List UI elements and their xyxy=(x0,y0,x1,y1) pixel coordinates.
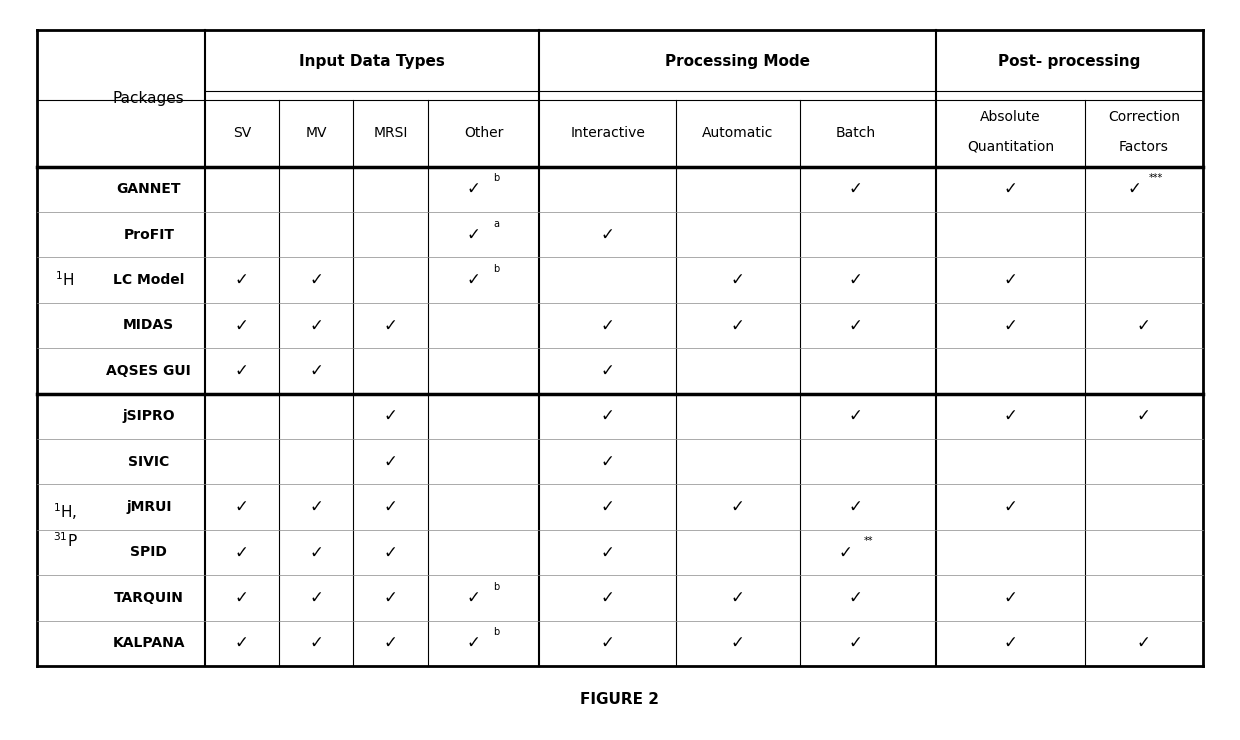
Text: b: b xyxy=(492,582,500,592)
Text: ✓: ✓ xyxy=(309,589,324,607)
Text: ✓: ✓ xyxy=(234,543,249,562)
Text: ✓: ✓ xyxy=(600,634,615,652)
Text: ✓: ✓ xyxy=(600,317,615,334)
Text: Automatic: Automatic xyxy=(702,127,774,140)
Text: ✓: ✓ xyxy=(466,634,481,652)
Text: ✓: ✓ xyxy=(1003,634,1018,652)
Text: Post- processing: Post- processing xyxy=(998,53,1141,69)
Text: ✓: ✓ xyxy=(234,317,249,334)
Text: ✓: ✓ xyxy=(1137,634,1151,652)
Text: ✓: ✓ xyxy=(730,271,745,289)
Text: ✓: ✓ xyxy=(838,543,853,562)
Text: ✓: ✓ xyxy=(309,634,324,652)
Text: ✓: ✓ xyxy=(1127,181,1141,198)
Text: FIGURE 2: FIGURE 2 xyxy=(580,692,660,707)
Text: ✓: ✓ xyxy=(1003,181,1018,198)
Text: Other: Other xyxy=(464,127,503,140)
Text: ✓: ✓ xyxy=(309,362,324,380)
Text: AQSES GUI: AQSES GUI xyxy=(107,364,191,378)
Text: ✓: ✓ xyxy=(848,407,863,426)
Text: ✓: ✓ xyxy=(234,589,249,607)
Text: ✓: ✓ xyxy=(383,317,398,334)
Text: ✓: ✓ xyxy=(600,226,615,243)
Text: ✓: ✓ xyxy=(309,271,324,289)
Text: Factors: Factors xyxy=(1118,140,1169,153)
Text: ✓: ✓ xyxy=(1003,317,1018,334)
Text: ✓: ✓ xyxy=(848,589,863,607)
Text: a: a xyxy=(494,218,498,229)
Text: ✓: ✓ xyxy=(309,543,324,562)
Text: ✓: ✓ xyxy=(1003,407,1018,426)
Text: ✓: ✓ xyxy=(848,634,863,652)
Text: ✓: ✓ xyxy=(466,589,481,607)
Text: ✓: ✓ xyxy=(848,498,863,516)
Text: SV: SV xyxy=(233,127,250,140)
Text: ✓: ✓ xyxy=(1003,498,1018,516)
Text: $^{1}$H: $^{1}$H xyxy=(56,271,74,289)
Text: MIDAS: MIDAS xyxy=(123,318,175,332)
Text: jMRUI: jMRUI xyxy=(126,500,171,514)
Text: ✓: ✓ xyxy=(600,589,615,607)
Text: ✓: ✓ xyxy=(383,634,398,652)
Text: ✓: ✓ xyxy=(1003,271,1018,289)
Text: ✓: ✓ xyxy=(234,271,249,289)
Text: ✓: ✓ xyxy=(309,498,324,516)
Text: ✓: ✓ xyxy=(730,589,745,607)
Text: jSIPRO: jSIPRO xyxy=(123,409,175,423)
Text: ✓: ✓ xyxy=(600,362,615,380)
Text: ✓: ✓ xyxy=(848,181,863,198)
Text: ✓: ✓ xyxy=(1003,589,1018,607)
Text: **: ** xyxy=(863,536,873,546)
Text: ✓: ✓ xyxy=(466,271,481,289)
Text: Batch: Batch xyxy=(836,127,875,140)
Text: Correction: Correction xyxy=(1107,110,1180,124)
Text: SPID: SPID xyxy=(130,545,167,559)
Text: ✓: ✓ xyxy=(383,498,398,516)
Text: Interactive: Interactive xyxy=(570,127,645,140)
Text: ✓: ✓ xyxy=(600,498,615,516)
Text: ✓: ✓ xyxy=(1137,407,1151,426)
Text: ✓: ✓ xyxy=(383,589,398,607)
Text: ✓: ✓ xyxy=(730,498,745,516)
Text: Processing Mode: Processing Mode xyxy=(666,53,810,69)
Text: ✓: ✓ xyxy=(600,543,615,562)
Text: b: b xyxy=(492,173,500,183)
Text: ✓: ✓ xyxy=(730,634,745,652)
Text: ✓: ✓ xyxy=(234,498,249,516)
Text: ✓: ✓ xyxy=(466,226,481,243)
Text: ✓: ✓ xyxy=(848,271,863,289)
Text: Input Data Types: Input Data Types xyxy=(299,53,445,69)
Text: ✓: ✓ xyxy=(600,453,615,471)
Text: ✓: ✓ xyxy=(234,362,249,380)
Text: GANNET: GANNET xyxy=(117,182,181,196)
Text: ✓: ✓ xyxy=(1137,317,1151,334)
Text: Absolute: Absolute xyxy=(981,110,1040,124)
Text: ✓: ✓ xyxy=(848,317,863,334)
Text: ✓: ✓ xyxy=(309,317,324,334)
Text: b: b xyxy=(492,628,500,637)
Text: $^{1}$H,: $^{1}$H, xyxy=(53,501,77,522)
Text: b: b xyxy=(492,264,500,274)
Text: ✓: ✓ xyxy=(600,407,615,426)
Text: Packages: Packages xyxy=(113,90,185,106)
Text: ✓: ✓ xyxy=(234,634,249,652)
Text: $^{31}$P: $^{31}$P xyxy=(52,531,78,551)
Text: MRSI: MRSI xyxy=(373,127,408,140)
Text: KALPANA: KALPANA xyxy=(113,636,185,650)
Text: LC Model: LC Model xyxy=(113,273,185,287)
Text: Quantitation: Quantitation xyxy=(967,140,1054,153)
Text: ✓: ✓ xyxy=(383,543,398,562)
Text: ✓: ✓ xyxy=(383,453,398,471)
Text: ProFIT: ProFIT xyxy=(123,228,175,242)
Text: MV: MV xyxy=(305,127,327,140)
Text: ✓: ✓ xyxy=(730,317,745,334)
Text: ✓: ✓ xyxy=(383,407,398,426)
Text: SIVIC: SIVIC xyxy=(128,454,170,468)
Text: TARQUIN: TARQUIN xyxy=(114,591,184,605)
Text: ***: *** xyxy=(1149,173,1163,183)
Text: ✓: ✓ xyxy=(466,181,481,198)
